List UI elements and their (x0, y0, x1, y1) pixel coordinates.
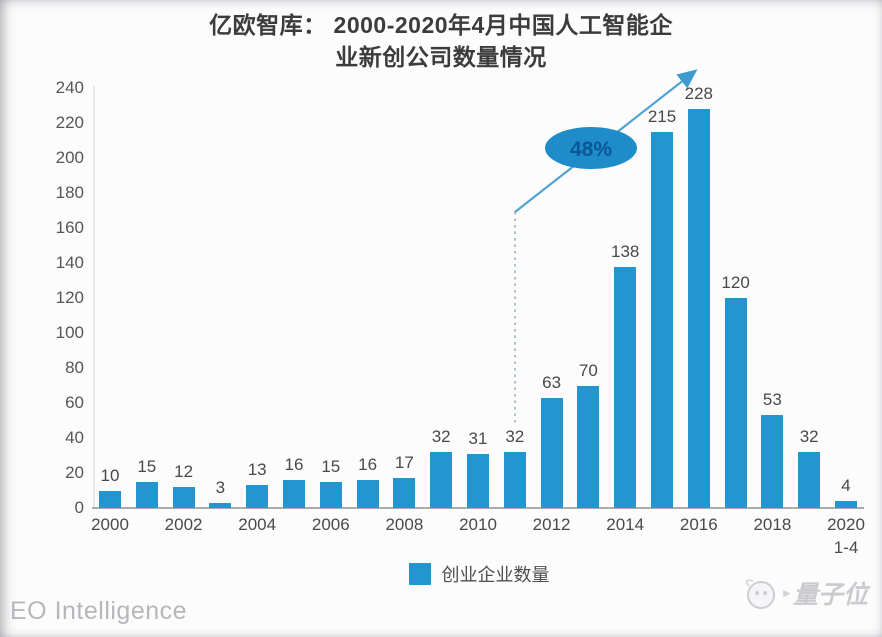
bar-2009 (430, 452, 453, 508)
legend: 创业企业数量 (38, 561, 882, 587)
bar-2013 (577, 385, 600, 508)
bar-value-label: 3 (215, 477, 226, 497)
y-tick-label: 240 (55, 78, 84, 97)
bar-2002 (172, 487, 195, 508)
bar-2017 (724, 298, 747, 508)
x-tick-label: 2016 (679, 515, 718, 534)
bar-2015 (651, 131, 673, 508)
bar-value-label: 15 (137, 456, 157, 476)
growth-percent-label: 48% (570, 138, 612, 161)
bar-value-label: 10 (100, 465, 120, 485)
watermark-triangle-icon: ▸ (783, 585, 790, 600)
bar-value-label: 13 (247, 460, 267, 480)
bar-value-label: 16 (358, 455, 378, 474)
bar-2016 (687, 109, 710, 508)
x-tick-label: 2018 (753, 515, 792, 534)
x-tick-label: 2002 (164, 515, 203, 534)
watermark-text: 量子位 (792, 581, 868, 609)
bar-value-label: 4 (841, 476, 851, 495)
bar-2000 (99, 490, 121, 508)
bar-2007 (356, 480, 379, 508)
bar-value-label: 63 (542, 372, 562, 392)
bar-2014 (614, 266, 637, 508)
chart-title-line1: 亿欧智库： 2000-2020年4月中国人工智能企 (209, 12, 673, 38)
legend-label: 创业企业数量 (441, 565, 550, 585)
y-tick-label: 140 (55, 253, 84, 272)
bar-value-label: 215 (647, 106, 677, 126)
bar-value-label: 53 (762, 390, 782, 410)
x-tick-label: 2014 (606, 515, 645, 534)
bar-2003 (209, 502, 232, 508)
bar-value-label: 15 (321, 456, 341, 476)
y-tick-label: 160 (55, 218, 84, 237)
y-tick-label: 180 (55, 183, 84, 202)
y-tick-label: 20 (65, 463, 84, 482)
y-tick-label: 220 (55, 113, 84, 132)
y-tick-label: 120 (55, 288, 84, 307)
x-tick-label: 2010 (459, 515, 497, 534)
legend-color-swatch (408, 563, 431, 585)
bar-value-label: 32 (505, 427, 525, 446)
x-axis-baseline (92, 507, 864, 509)
growth-ellipse (545, 127, 637, 169)
bar-value-label: 120 (721, 273, 750, 292)
y-tick-label: 200 (55, 148, 84, 167)
y-tick-label: 80 (65, 358, 84, 377)
bar-value-label: 70 (578, 360, 598, 380)
bar-2005 (283, 480, 305, 508)
bar-value-label: 31 (468, 428, 488, 448)
bar-2001 (135, 481, 158, 508)
bar-2004 (246, 485, 269, 508)
watermark: ▸ 量子位 (739, 572, 868, 614)
y-tick-label: 0 (74, 498, 84, 517)
y-tick-label: 60 (65, 393, 84, 412)
x-tick-label: 2008 (385, 515, 424, 534)
x-tick-label: 2020 1-4 (827, 515, 865, 557)
bar-value-label: 32 (431, 427, 451, 446)
source-label: EO Intelligence (10, 597, 188, 625)
bar-2008 (393, 478, 416, 508)
bar-2012 (540, 397, 563, 508)
chart-title-line2: 业新创公司数量情况 (335, 44, 547, 70)
bar-value-label: 228 (684, 84, 713, 103)
x-tick-label: 2006 (311, 515, 350, 534)
bar-value-label: 138 (611, 241, 640, 261)
bar-2011 (503, 452, 526, 508)
watermark-mascot-icon (746, 579, 776, 609)
bar-value-label: 17 (394, 453, 414, 473)
x-tick-label: 2004 (238, 515, 277, 534)
x-tick-label: 2000 (91, 515, 129, 534)
bar-2019 (798, 452, 821, 508)
bar-2010 (467, 453, 489, 508)
bar-value-label: 12 (174, 462, 194, 481)
bar-2006 (319, 481, 342, 508)
chart-title: 亿欧智库： 2000-2020年4月中国人工智能企 业新创公司数量情况 (0, 9, 882, 73)
y-axis-line (93, 86, 95, 508)
bar-2018 (761, 415, 784, 508)
y-tick-label: 40 (65, 428, 84, 447)
bar-value-label: 16 (284, 455, 304, 474)
bar-2020 1-4 (835, 501, 857, 508)
x-tick-label: 2012 (532, 515, 571, 534)
y-tick-label: 100 (55, 323, 84, 342)
bar-value-label: 32 (799, 427, 819, 446)
